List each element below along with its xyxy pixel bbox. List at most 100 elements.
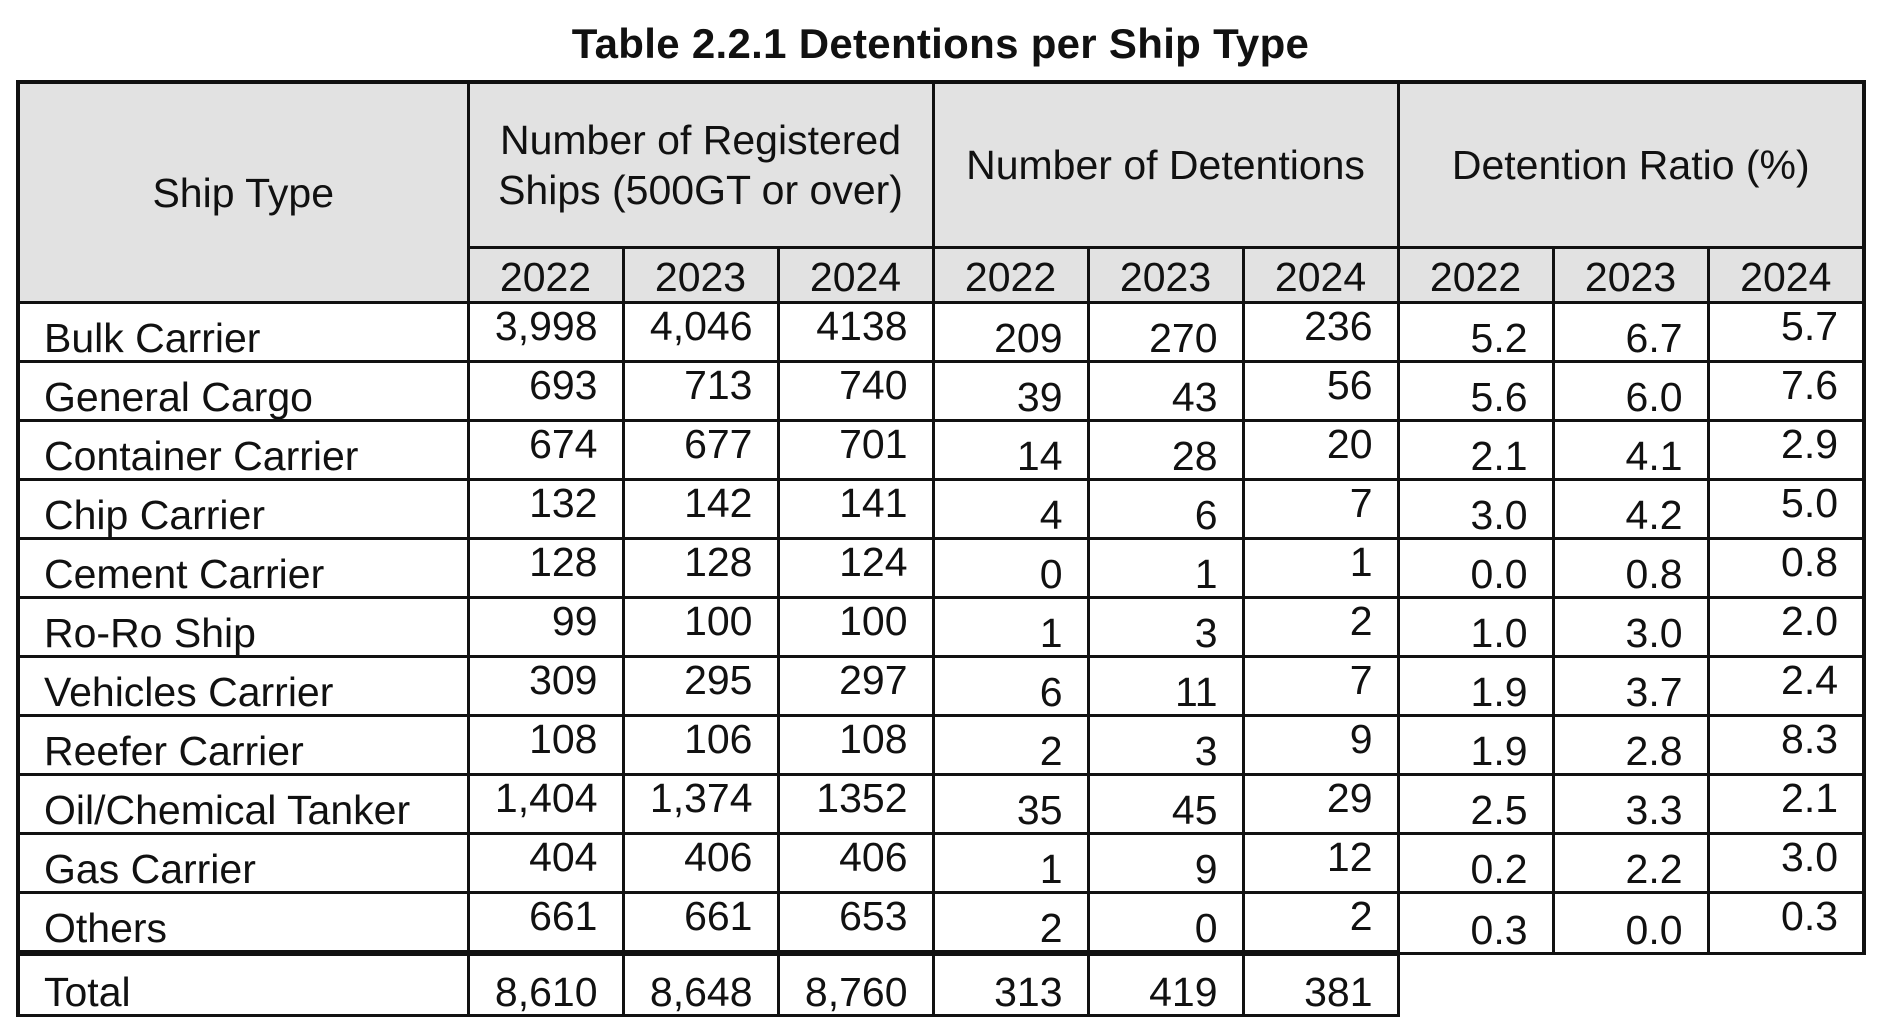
table-row: Cement Carrier 128 128 124 0 1 1 0.0 0.8 0.8	[16, 537, 1867, 599]
detentions-cell: 7	[1241, 655, 1400, 717]
ratio-cell: 2.8	[1551, 714, 1710, 776]
header-detentions: Number of Detentions	[931, 80, 1400, 249]
registered-cell: 297	[776, 655, 935, 717]
ratio-cell: 4.1	[1551, 419, 1710, 481]
detentions-cell: 0	[931, 537, 1090, 599]
ratio-cell: 3.3	[1551, 773, 1710, 835]
ratio-cell: 1.9	[1396, 655, 1555, 717]
detentions-cell: 45	[1086, 773, 1245, 835]
registered-cell: 132	[466, 478, 625, 540]
ratio-cell: 0.3	[1706, 891, 1867, 955]
detentions-cell: 7	[1241, 478, 1400, 540]
detentions-cell: 4	[931, 478, 1090, 540]
ratio-cell: 2.1	[1396, 419, 1555, 481]
registered-cell: 677	[621, 419, 780, 481]
detentions-table: Ship Type Number of Registered Ships (50…	[16, 80, 1867, 1017]
registered-cell: 1,404	[466, 773, 625, 835]
ratio-cell: 4.2	[1551, 478, 1710, 540]
ship-type-cell: Chip Carrier	[16, 478, 470, 540]
detentions-cell: 28	[1086, 419, 1245, 481]
registered-cell: 108	[466, 714, 625, 776]
header-year: 2022	[931, 246, 1090, 304]
registered-cell: 661	[621, 891, 780, 955]
registered-cell: 100	[621, 596, 780, 658]
total-row: Total 8,610 8,648 8,760 313 419 381	[16, 950, 1865, 1017]
ratio-cell: 5.7	[1706, 301, 1867, 363]
table-row: Container Carrier 674 677 701 14 28 20 2.1 4.1 2.…	[16, 419, 1867, 481]
registered-cell: 653	[776, 891, 935, 955]
ship-type-cell: Ro-Ro Ship	[16, 596, 470, 658]
ratio-cell: 7.6	[1706, 360, 1867, 422]
empty-cell	[1398, 951, 1865, 1016]
ratio-cell: 3.0	[1551, 596, 1710, 658]
detentions-cell: 270	[1086, 301, 1245, 363]
header-year: 2023	[621, 246, 780, 304]
ratio-cell: 8.3	[1706, 714, 1867, 776]
detentions-cell: 20	[1241, 419, 1400, 481]
ship-type-cell: General Cargo	[16, 360, 470, 422]
registered-cell: 108	[776, 714, 935, 776]
detentions-cell: 9	[1241, 714, 1400, 776]
detentions-cell: 1	[1241, 537, 1400, 599]
total-detentions-cell: 313	[931, 950, 1090, 1017]
header-year: 2023	[1551, 246, 1710, 304]
detentions-cell: 0	[1086, 891, 1245, 955]
table-row: Vehicles Carrier 309 295 297 6 11 7 1.9 3.7 2.4	[16, 655, 1867, 717]
total-registered-cell: 8,610	[466, 950, 625, 1017]
registered-cell: 1352	[776, 773, 935, 835]
detentions-cell: 14	[931, 419, 1090, 481]
table-row: Oil/Chemical Tanker 1,404 1,374 1352 35 45 29 2…	[16, 773, 1867, 835]
ratio-cell: 6.0	[1551, 360, 1710, 422]
table-row: Gas Carrier 404 406 406 1 9 12 0.2 2.2 3.0	[16, 832, 1867, 894]
ratio-cell: 0.2	[1396, 832, 1555, 894]
registered-cell: 4138	[776, 301, 935, 363]
registered-cell: 4,046	[621, 301, 780, 363]
registered-cell: 713	[621, 360, 780, 422]
detentions-cell: 6	[1086, 478, 1245, 540]
ratio-cell: 6.7	[1551, 301, 1710, 363]
ratio-cell: 5.6	[1396, 360, 1555, 422]
registered-cell: 128	[621, 537, 780, 599]
detentions-cell: 1	[1086, 537, 1245, 599]
header-registered-ships: Number of Registered Ships (500GT or ove…	[466, 80, 935, 249]
total-detentions-cell: 419	[1086, 950, 1245, 1017]
ratio-cell: 5.2	[1396, 301, 1555, 363]
detentions-cell: 2	[1241, 596, 1400, 658]
detentions-cell: 2	[1241, 891, 1400, 955]
registered-cell: 406	[776, 832, 935, 894]
ratio-cell: 2.5	[1396, 773, 1555, 835]
registered-cell: 309	[466, 655, 625, 717]
ratio-cell: 3.0	[1396, 478, 1555, 540]
detentions-cell: 29	[1241, 773, 1400, 835]
table-row: Reefer Carrier 108 106 108 2 3 9 1.9 2.8 8.3	[16, 714, 1867, 776]
ratio-cell: 0.8	[1551, 537, 1710, 599]
registered-cell: 3,998	[466, 301, 625, 363]
detentions-cell: 12	[1241, 832, 1400, 894]
table-row: Ro-Ro Ship 99 100 100 1 3 2 1.0 3.0 2.0	[16, 596, 1867, 658]
ratio-cell: 3.0	[1706, 832, 1867, 894]
detentions-cell: 43	[1086, 360, 1245, 422]
detentions-cell: 2	[931, 891, 1090, 955]
header-year: 2023	[1086, 246, 1245, 304]
detentions-cell: 11	[1086, 655, 1245, 717]
detentions-cell: 1	[931, 596, 1090, 658]
ratio-cell: 1.0	[1396, 596, 1555, 658]
ratio-cell: 2.4	[1706, 655, 1867, 717]
registered-cell: 142	[621, 478, 780, 540]
header-ship-type: Ship Type	[16, 80, 470, 304]
ship-type-cell: Container Carrier	[16, 419, 470, 481]
detentions-cell: 9	[1086, 832, 1245, 894]
detentions-cell: 2	[931, 714, 1090, 776]
table-row: General Cargo 693 713 740 39 43 56 5.6 6.0 7.6	[16, 360, 1867, 422]
registered-cell: 404	[466, 832, 625, 894]
registered-cell: 740	[776, 360, 935, 422]
registered-cell: 124	[776, 537, 935, 599]
table-body: Bulk Carrier 3,998 4,046 4138 209 270 236 5.2 6.…	[16, 301, 1867, 1017]
ratio-cell: 0.0	[1551, 891, 1710, 955]
detentions-cell: 6	[931, 655, 1090, 717]
ship-type-cell: Bulk Carrier	[16, 301, 470, 363]
ratio-cell: 1.9	[1396, 714, 1555, 776]
ship-type-cell: Gas Carrier	[16, 832, 470, 894]
ratio-cell: 5.0	[1706, 478, 1867, 540]
table-row: Bulk Carrier 3,998 4,046 4138 209 270 236 5.2 6.…	[16, 301, 1867, 363]
